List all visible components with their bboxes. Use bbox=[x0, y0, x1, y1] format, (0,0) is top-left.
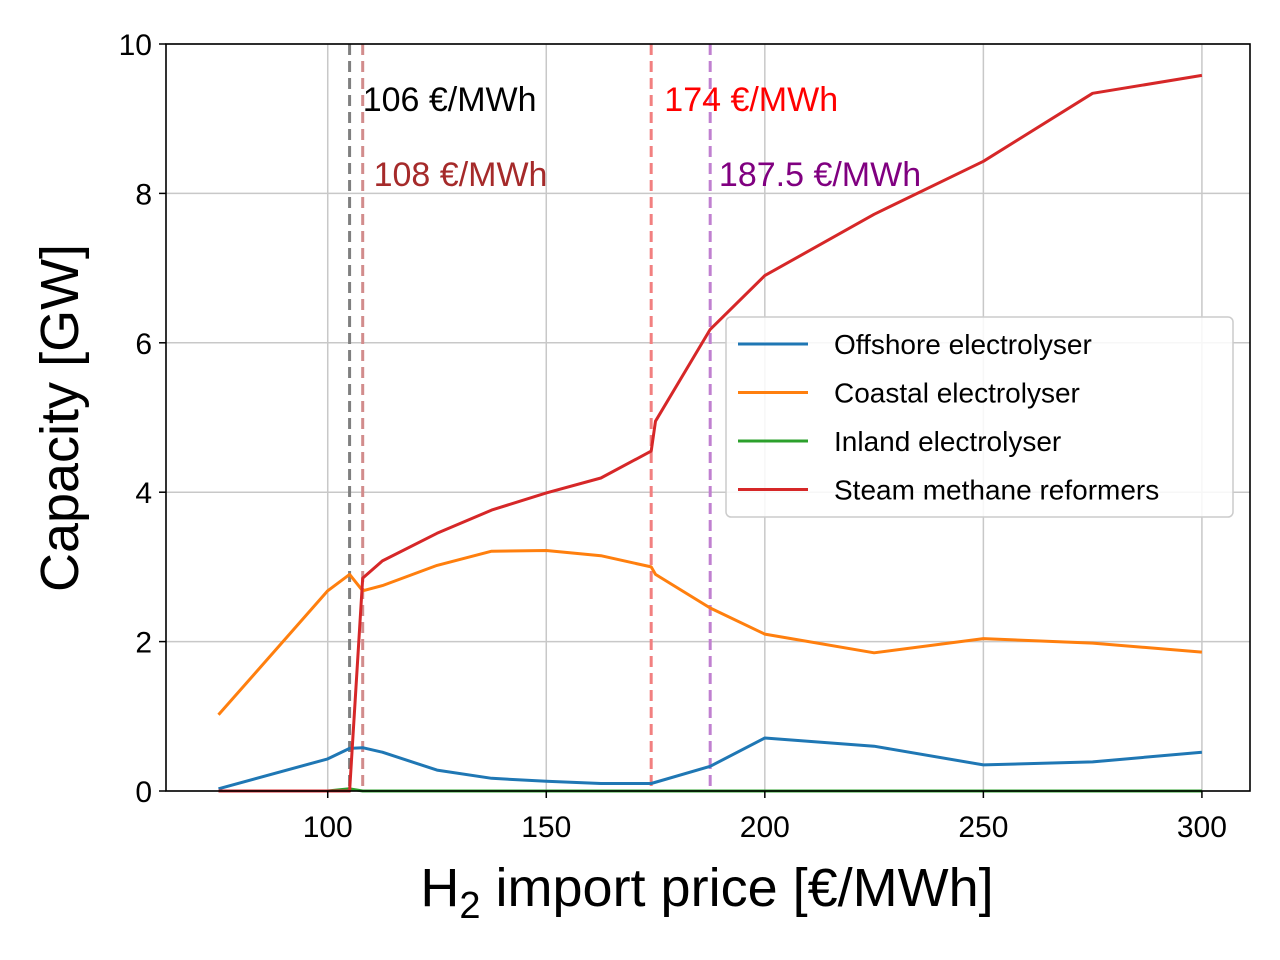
legend-label: Coastal electrolyser bbox=[834, 378, 1080, 409]
x-tick-label: 250 bbox=[958, 811, 1008, 844]
x-axis-title-rest: import price [€/MWh] bbox=[481, 858, 994, 918]
y-tick-label: 0 bbox=[135, 776, 152, 809]
y-tick-label: 4 bbox=[135, 477, 152, 510]
axis-ticks: 100 150 200 250 300 0 2 4 6 8 10 bbox=[119, 29, 1227, 844]
x-axis-title-subscript: 2 bbox=[459, 885, 480, 927]
annotation-label: 106 €/MWh bbox=[363, 81, 537, 119]
x-tick-label: 200 bbox=[740, 811, 790, 844]
series-line-1 bbox=[217, 549, 1203, 716]
y-tick-label: 2 bbox=[135, 627, 152, 660]
x-tick-label: 100 bbox=[303, 811, 353, 844]
y-tick-label: 6 bbox=[135, 328, 152, 361]
series-line-3 bbox=[218, 73, 1203, 793]
x-tick-label: 150 bbox=[521, 811, 571, 844]
y-tick-label: 10 bbox=[119, 29, 152, 62]
legend-box bbox=[725, 316, 1234, 518]
y-tick-label: 8 bbox=[135, 178, 152, 211]
x-tick-label: 300 bbox=[1177, 811, 1227, 844]
legend-label: Steam methane reformers bbox=[834, 475, 1159, 506]
x-axis-title: H2 import price [€/MWh] bbox=[420, 858, 993, 927]
plot-frame bbox=[165, 43, 1251, 792]
annotations: 106 €/MWh 108 €/MWh 174 €/MWh 187.5 €/MWh bbox=[363, 81, 921, 194]
x-axis-title-main: H bbox=[420, 858, 459, 918]
reference-lines bbox=[348, 44, 712, 791]
annotation-label: 187.5 €/MWh bbox=[719, 156, 921, 194]
y-axis-title: Capacity [GW] bbox=[30, 244, 90, 592]
legend-label: Inland electrolyser bbox=[834, 426, 1061, 457]
legend-label: Offshore electrolyser bbox=[834, 329, 1092, 360]
legend: Offshore electrolyser Coastal electrolyse… bbox=[725, 316, 1234, 518]
series-line-0 bbox=[218, 736, 1203, 791]
annotation-label: 174 €/MWh bbox=[664, 81, 838, 119]
annotation-label: 108 €/MWh bbox=[374, 156, 548, 194]
